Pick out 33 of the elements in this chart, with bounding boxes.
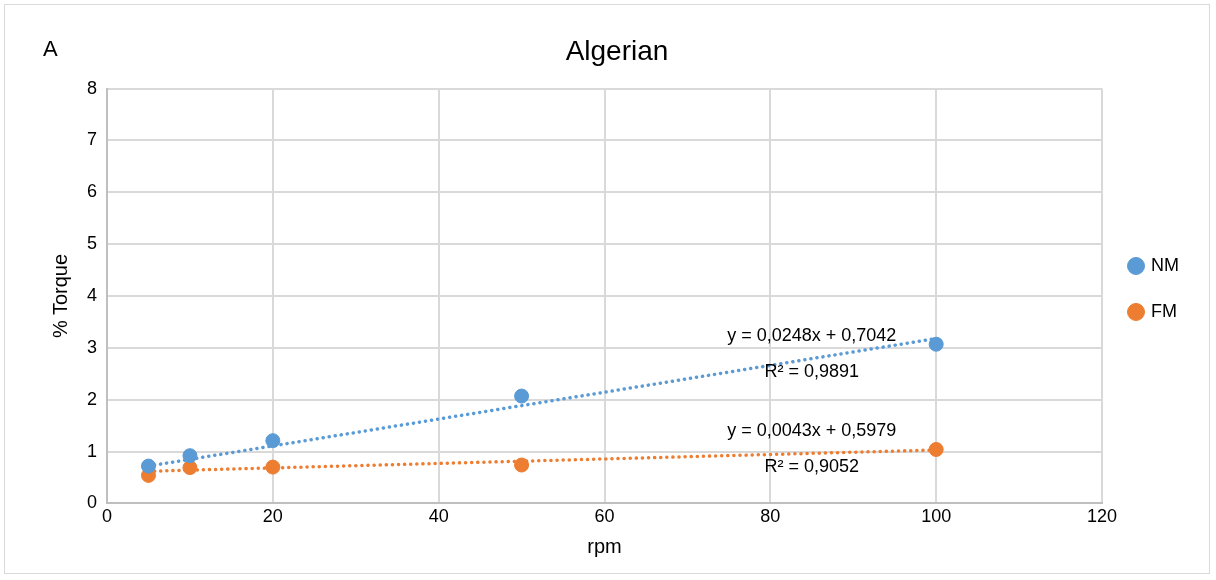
- y-axis-title: % Torque: [48, 253, 71, 339]
- chart-title: Algerian: [565, 34, 669, 66]
- y-tick-label: 1: [87, 440, 98, 461]
- x-tick-label: 120: [1086, 506, 1118, 527]
- y-tick-label: 8: [87, 77, 98, 98]
- text: A: [43, 36, 58, 62]
- y-tick-label: 7: [87, 129, 98, 150]
- x-tick-label: 40: [428, 506, 449, 527]
- point: [265, 459, 281, 475]
- point: [514, 388, 530, 404]
- point: [265, 433, 281, 449]
- x-axis-title: rpm: [587, 534, 622, 557]
- y-tick-label: 6: [87, 181, 98, 202]
- x-tick-label: 20: [262, 506, 283, 527]
- y-tick-label: 5: [87, 233, 98, 254]
- x-tick-label: 0: [102, 506, 113, 527]
- y-tick-label: 0: [87, 492, 98, 513]
- point: [514, 457, 530, 473]
- point: [140, 458, 156, 474]
- point: [182, 460, 198, 476]
- annotation: y = 0,0043x + 0,5979 R² = 0,9052: [727, 420, 897, 477]
- annotation: y = 0,0248x + 0,7042 R² = 0,9891: [727, 324, 897, 381]
- point: [928, 441, 944, 457]
- x-tick-label: 100: [921, 506, 952, 527]
- x-tick-label: 80: [760, 506, 781, 527]
- x-tick-label: 60: [594, 506, 615, 527]
- y-tick-label: 4: [87, 284, 98, 305]
- y-tick-label: 3: [87, 336, 98, 357]
- y-tick-label: 2: [87, 388, 98, 409]
- legend-label: NM: [1151, 254, 1180, 275]
- legend-label: FM: [1151, 300, 1178, 321]
- point: [928, 336, 944, 352]
- point: [182, 448, 198, 464]
